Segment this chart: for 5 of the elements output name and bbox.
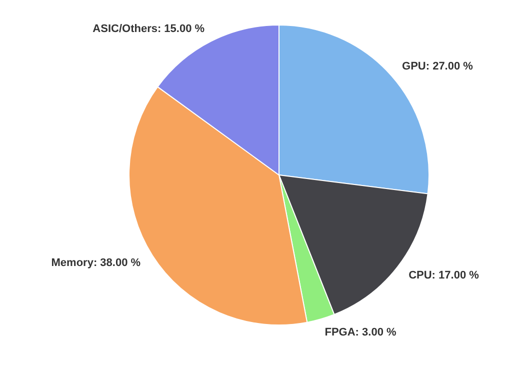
slice-label: GPU: 27.00 % — [402, 60, 474, 73]
slice-label: FPGA: 3.00 % — [324, 326, 396, 338]
slice-label: Memory: 38.00 % — [51, 256, 141, 269]
slice-label: ASIC/Others: 15.00 % — [92, 22, 205, 35]
slice-label: CPU: 17.00 % — [408, 270, 480, 282]
